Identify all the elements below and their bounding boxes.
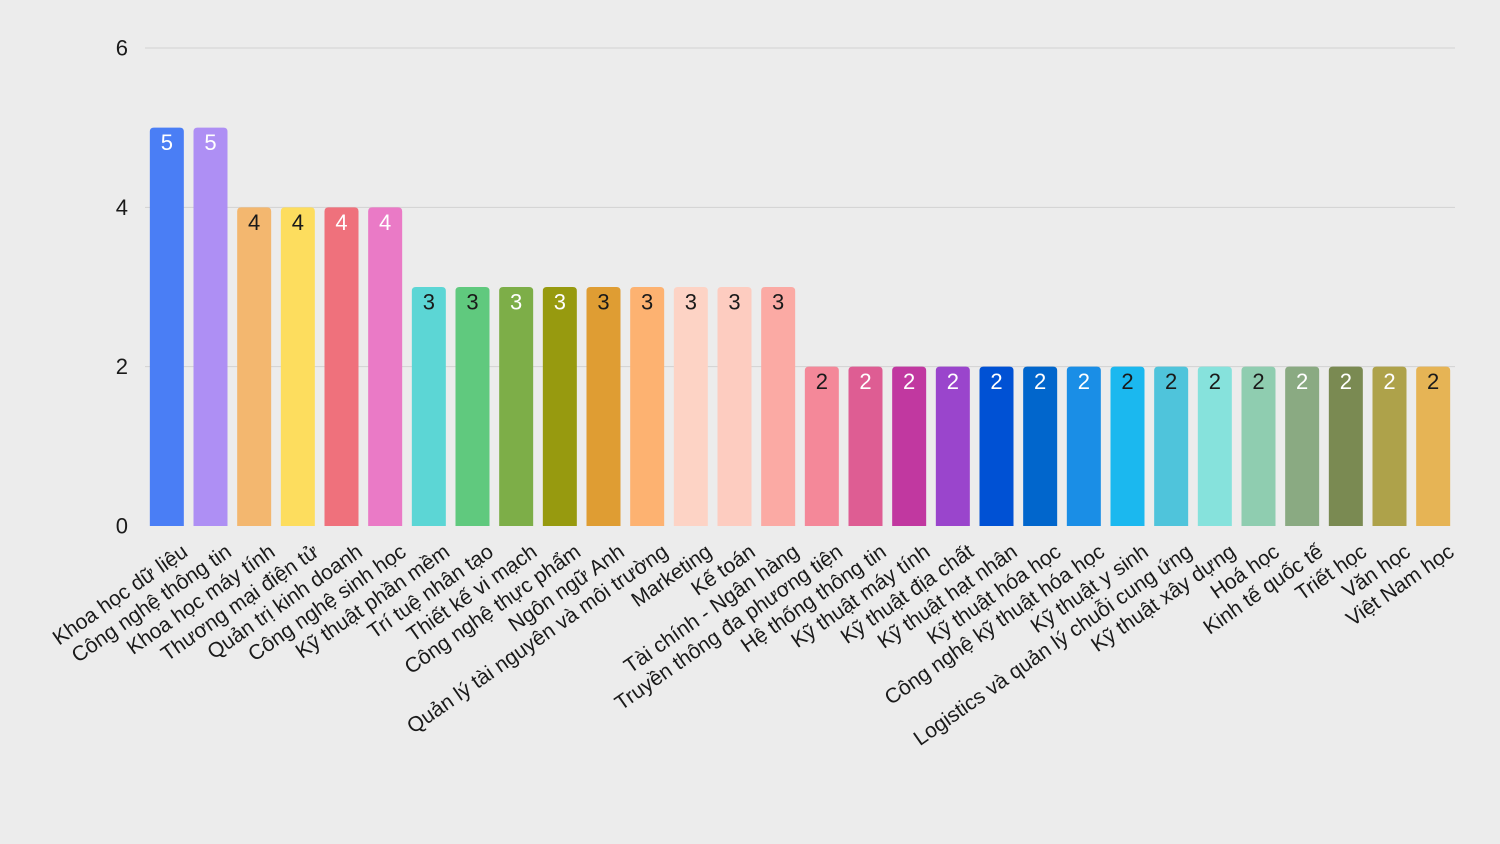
bar — [1372, 366, 1407, 526]
bar — [193, 127, 228, 527]
data-label: 3 — [685, 290, 697, 315]
data-label: 4 — [292, 210, 304, 235]
bar — [1416, 366, 1451, 526]
bar — [149, 127, 184, 527]
data-label: 3 — [728, 290, 740, 315]
data-label: 2 — [1209, 369, 1221, 394]
bar — [280, 207, 315, 527]
data-label: 3 — [772, 290, 784, 315]
data-label: 2 — [1340, 369, 1352, 394]
bar — [761, 287, 796, 526]
bar — [1066, 366, 1101, 526]
y-axis-ticks: 0 2 4 6 — [116, 36, 128, 539]
bar — [804, 366, 839, 526]
data-label: 2 — [903, 369, 915, 394]
bar — [892, 366, 927, 526]
data-label: 5 — [204, 130, 216, 155]
bar — [368, 207, 403, 527]
bar — [1154, 366, 1189, 526]
y-tick-label: 2 — [116, 354, 128, 379]
bar — [848, 366, 883, 526]
bar — [1285, 366, 1320, 526]
bar — [979, 366, 1014, 526]
bar — [717, 287, 752, 526]
data-label: 2 — [1165, 369, 1177, 394]
data-label: 2 — [1034, 369, 1046, 394]
data-label: 2 — [1252, 369, 1264, 394]
bar — [1110, 366, 1145, 526]
bar — [1241, 366, 1276, 526]
data-label: 2 — [947, 369, 959, 394]
y-tick-label: 4 — [116, 195, 128, 220]
data-label: 4 — [335, 210, 347, 235]
bar — [630, 287, 665, 526]
bar — [673, 287, 708, 526]
bar — [455, 287, 490, 526]
bar — [1023, 366, 1058, 526]
data-label: 2 — [990, 369, 1002, 394]
bar — [1197, 366, 1232, 526]
data-label: 3 — [510, 290, 522, 315]
data-label: 3 — [597, 290, 609, 315]
data-label: 5 — [161, 130, 173, 155]
bar — [324, 207, 359, 527]
data-label: 3 — [423, 290, 435, 315]
data-label: 4 — [248, 210, 260, 235]
bar — [411, 287, 446, 526]
bar — [935, 366, 970, 526]
y-tick-label: 6 — [116, 36, 128, 61]
bar — [237, 207, 272, 527]
data-label: 4 — [379, 210, 391, 235]
bar — [586, 287, 621, 526]
bar — [499, 287, 534, 526]
data-label: 3 — [554, 290, 566, 315]
data-label: 3 — [641, 290, 653, 315]
data-label: 2 — [1427, 369, 1439, 394]
bar — [1328, 366, 1363, 526]
data-label: 2 — [1383, 369, 1395, 394]
data-label: 2 — [1121, 369, 1133, 394]
data-label: 2 — [859, 369, 871, 394]
gridlines — [145, 47, 1455, 368]
bar — [542, 287, 577, 526]
data-label: 2 — [816, 369, 828, 394]
data-label: 3 — [466, 290, 478, 315]
data-label: 2 — [1296, 369, 1308, 394]
data-labels: 5 5 4 4 4 4 3 3 3 3 3 3 3 3 3 2 2 2 2 2 2 2 2 2 2 2 2 2 2 2 — [161, 130, 1440, 394]
bars — [149, 127, 1451, 527]
y-tick-label: 0 — [116, 514, 128, 539]
data-label: 2 — [1078, 369, 1090, 394]
